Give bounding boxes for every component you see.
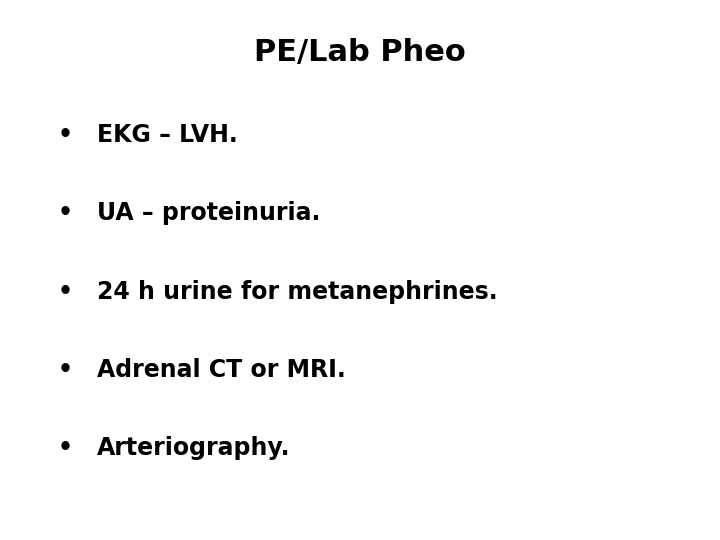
Text: EKG – LVH.: EKG – LVH. [97,123,238,147]
Text: •: • [58,123,72,147]
Text: PE/Lab Pheo: PE/Lab Pheo [254,38,466,67]
Text: Arteriography.: Arteriography. [97,436,291,460]
Text: •: • [58,358,72,382]
Text: •: • [58,280,72,303]
Text: Adrenal CT or MRI.: Adrenal CT or MRI. [97,358,346,382]
Text: •: • [58,201,72,225]
Text: UA – proteinuria.: UA – proteinuria. [97,201,320,225]
Text: •: • [58,436,72,460]
Text: 24 h urine for metanephrines.: 24 h urine for metanephrines. [97,280,498,303]
